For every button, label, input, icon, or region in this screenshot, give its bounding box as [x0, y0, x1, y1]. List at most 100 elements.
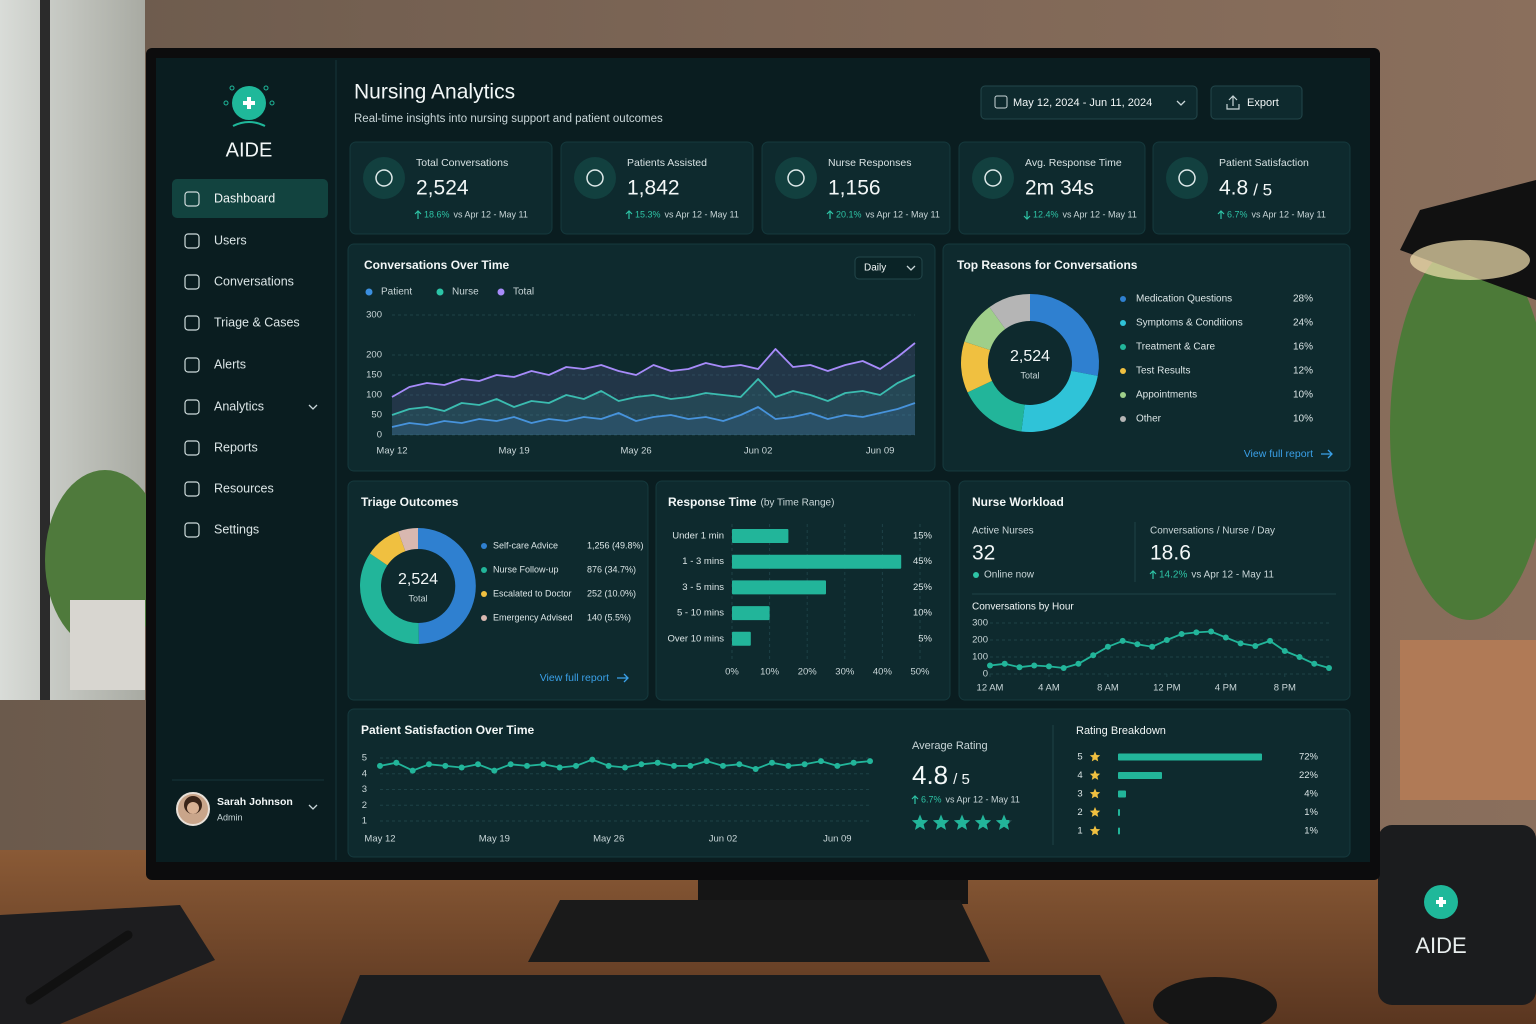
- panel: [347, 243, 936, 472]
- y-tick-label: 200: [972, 635, 988, 646]
- point: [687, 762, 694, 769]
- avatar-face: [187, 802, 199, 814]
- donut-total: 2,524: [398, 571, 438, 588]
- y-tick-label: 100: [972, 652, 988, 663]
- value-label: 72%: [1299, 752, 1319, 763]
- bar: [732, 529, 789, 543]
- date-button[interactable]: [980, 85, 1198, 120]
- chart-title: Conversations Over Time: [364, 258, 509, 272]
- line: [391, 402, 916, 428]
- nav-item[interactable]: Settings: [214, 522, 259, 536]
- kpi-icon: [363, 157, 405, 199]
- legend-label: Medication Questions: [1136, 294, 1232, 305]
- kpi-icon-glyph: [375, 169, 393, 187]
- value-label: 10%: [1293, 390, 1313, 401]
- bar: [1118, 827, 1120, 835]
- x-tick-label: 30%: [835, 667, 855, 678]
- trend-arrow: [625, 210, 633, 219]
- donut-slice: [964, 307, 1006, 351]
- point: [1222, 634, 1229, 641]
- point: [1267, 637, 1274, 644]
- nav-item[interactable]: Reports: [214, 440, 258, 454]
- panel: [347, 708, 1351, 858]
- change: 12.4%: [1033, 209, 1059, 219]
- view-report-link[interactable]: View full report: [1244, 448, 1313, 460]
- point: [524, 762, 530, 769]
- export-icon: [1226, 95, 1240, 110]
- nav-item[interactable]: Resources: [214, 481, 274, 495]
- user-role: Admin: [217, 812, 243, 822]
- category-label: 2: [1077, 807, 1082, 818]
- category-label: 1 - 3 mins: [682, 556, 724, 567]
- value-label: 4%: [1304, 789, 1318, 800]
- kpi-icon: [972, 157, 1014, 199]
- nav-item[interactable]: Triage & Cases: [214, 315, 300, 329]
- trend-arrow: [826, 210, 834, 219]
- donut-slice: [989, 294, 1030, 330]
- nav-icon: [184, 522, 200, 538]
- point: [1090, 652, 1097, 659]
- kpi-icon-glyph: [984, 169, 1002, 187]
- user-name: Sarah Johnson: [217, 796, 293, 808]
- star: [911, 814, 929, 830]
- point: [605, 762, 612, 769]
- view-report-link[interactable]: View full report: [540, 672, 609, 684]
- x-tick-label: 12 PM: [1153, 683, 1181, 694]
- date-range[interactable]: May 12, 2024 - Jun 11, 2024: [1013, 97, 1152, 109]
- legend-swatch: [481, 591, 487, 597]
- point: [1149, 643, 1156, 650]
- point: [987, 662, 993, 669]
- change: 6.7%: [1227, 209, 1248, 219]
- legend-label: Self-care Advice: [493, 540, 558, 550]
- value-label: 140 (5.5%): [587, 612, 631, 622]
- value-label: 15%: [913, 531, 933, 542]
- bar: [732, 554, 902, 569]
- comparison: vs Apr 12 - May 11: [454, 209, 528, 219]
- point: [589, 756, 596, 763]
- point: [491, 767, 498, 774]
- point: [1163, 637, 1170, 643]
- x-tick-label: 8 AM: [1097, 683, 1119, 694]
- interval-select[interactable]: [854, 256, 923, 280]
- donut-slice: [1030, 294, 1100, 376]
- value-label: 10%: [1293, 414, 1313, 425]
- chart-subtitle: (by Time Range): [760, 498, 834, 509]
- point: [1281, 648, 1288, 655]
- export-button[interactable]: [1210, 85, 1303, 120]
- comparison: vs Apr 12 - May 11: [665, 209, 739, 219]
- value-label: 12%: [1293, 366, 1313, 377]
- legend-label: Symptoms & Conditions: [1136, 318, 1243, 329]
- y-tick-label: 100: [366, 390, 382, 401]
- point: [671, 762, 677, 769]
- point: [638, 761, 645, 768]
- star-icon: [1089, 807, 1101, 817]
- bar: [1118, 809, 1120, 816]
- nav-item[interactable]: Analytics: [214, 399, 264, 413]
- kpi-value: 1,156: [828, 177, 881, 200]
- comparison: vs Apr 12 - May 11: [1191, 570, 1274, 581]
- nav-item[interactable]: Dashboard: [214, 191, 275, 205]
- x-tick-label: Jun 02: [744, 446, 773, 457]
- nav-item[interactable]: Alerts: [214, 357, 246, 371]
- logo-dot: [269, 100, 275, 106]
- legend-swatch: [1120, 368, 1126, 374]
- point: [1060, 665, 1067, 672]
- chevron: [906, 265, 916, 271]
- bar: [732, 631, 751, 646]
- interval-label[interactable]: Daily: [864, 263, 886, 274]
- value-label: 22%: [1299, 770, 1319, 781]
- line: [391, 342, 916, 398]
- pen: [25, 930, 133, 1005]
- logo-dot: [263, 85, 269, 91]
- nav-item[interactable]: Users: [214, 233, 247, 247]
- notebook: [0, 905, 215, 1024]
- point: [393, 759, 400, 766]
- nav-item[interactable]: Conversations: [214, 274, 294, 288]
- value-label: 24%: [1293, 318, 1313, 329]
- star: [974, 814, 992, 830]
- point: [475, 761, 481, 768]
- point: [1119, 637, 1126, 644]
- export-label[interactable]: Export: [1247, 97, 1279, 109]
- value-label: 1%: [1304, 826, 1318, 837]
- x-tick-label: May 12: [364, 834, 395, 845]
